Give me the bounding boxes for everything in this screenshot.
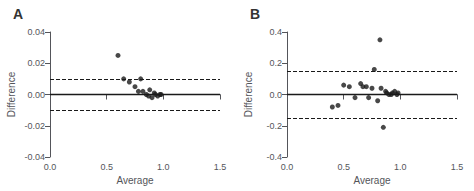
svg-text:1.0: 1.0	[157, 162, 170, 172]
svg-text:0.0: 0.0	[44, 162, 57, 172]
svg-text:Average: Average	[116, 175, 154, 186]
svg-text:0.00: 0.00	[27, 90, 45, 100]
svg-text:Difference: Difference	[6, 71, 17, 117]
svg-text:Difference: Difference	[243, 71, 254, 117]
svg-text:A: A	[13, 6, 23, 22]
svg-text:0.5: 0.5	[337, 162, 350, 172]
svg-text:0.0: 0.0	[269, 90, 282, 100]
svg-text:0.5: 0.5	[100, 162, 113, 172]
svg-text:1.0: 1.0	[394, 162, 407, 172]
svg-text:-0.02: -0.02	[24, 121, 45, 131]
svg-text:0.04: 0.04	[27, 27, 45, 37]
svg-text:0.0: 0.0	[281, 162, 294, 172]
svg-text:0.02: 0.02	[27, 58, 45, 68]
svg-text:-0.04: -0.04	[24, 152, 45, 162]
svg-text:Average: Average	[353, 175, 391, 186]
svg-text:-0.4: -0.4	[266, 152, 282, 162]
svg-text:1.5: 1.5	[451, 162, 464, 172]
svg-text:-0.2: -0.2	[266, 121, 282, 131]
svg-text:0.2: 0.2	[269, 58, 282, 68]
svg-text:1.5: 1.5	[214, 162, 227, 172]
svg-text:0.4: 0.4	[269, 27, 282, 37]
svg-text:B: B	[250, 6, 260, 22]
